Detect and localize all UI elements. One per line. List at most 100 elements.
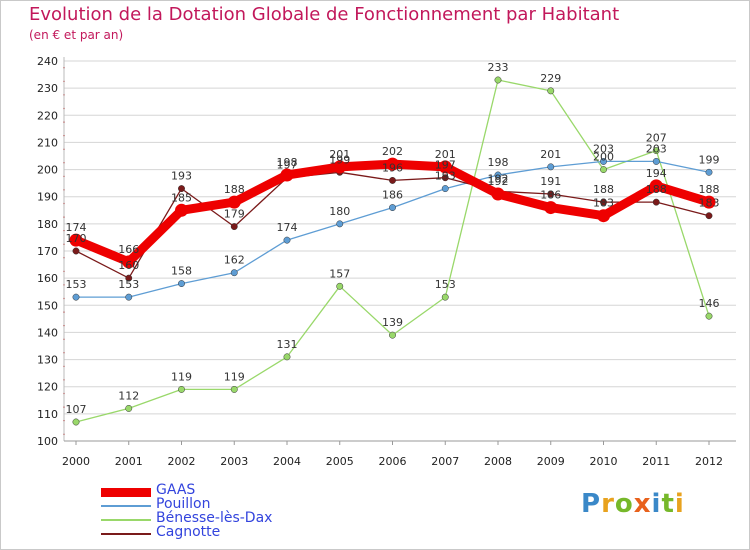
data-label: 188 xyxy=(699,183,720,196)
legend-label: Cagnotte xyxy=(156,524,221,540)
data-label: 119 xyxy=(171,370,192,383)
data-point xyxy=(283,353,291,361)
data-point xyxy=(652,198,660,206)
data-point xyxy=(336,282,344,290)
data-label: 193 xyxy=(171,170,192,183)
data-point-gaas xyxy=(333,160,347,174)
y-tick-label: 120 xyxy=(37,381,58,394)
data-label: 174 xyxy=(66,221,87,234)
x-tick-label: 2000 xyxy=(62,455,90,468)
data-point-gaas xyxy=(544,201,558,215)
data-label: 203 xyxy=(646,142,667,155)
data-point xyxy=(230,223,238,231)
data-label: 158 xyxy=(171,265,192,278)
data-point xyxy=(178,385,185,393)
data-label: 198 xyxy=(277,156,298,169)
x-tick-label: 2007 xyxy=(431,455,459,468)
y-tick-label: 230 xyxy=(37,82,58,95)
legend-label: Pouillon xyxy=(156,496,211,512)
data-point-gaas xyxy=(175,203,188,217)
data-label: 194 xyxy=(646,167,667,180)
data-label: 183 xyxy=(699,197,720,210)
data-point xyxy=(652,147,660,155)
data-label: 162 xyxy=(224,254,245,267)
data-label: 153 xyxy=(66,278,87,291)
data-point xyxy=(600,166,607,174)
legend-label: GAAS xyxy=(156,482,196,498)
x-tick-label: 2012 xyxy=(695,455,723,468)
chart-title: Evolution de la Dotation Globale de Fonc… xyxy=(29,4,620,25)
data-label: 201 xyxy=(329,148,350,161)
y-tick-label: 100 xyxy=(37,435,58,448)
data-label: 153 xyxy=(118,278,139,291)
x-tick-label: 2008 xyxy=(484,455,512,468)
data-point xyxy=(283,236,291,244)
data-label: 179 xyxy=(224,208,245,221)
data-label: 139 xyxy=(382,316,403,329)
data-point-gaas xyxy=(69,233,83,247)
data-label: 186 xyxy=(382,189,403,202)
data-label: 192 xyxy=(488,172,509,185)
data-point-gaas xyxy=(702,195,716,209)
data-label: 188 xyxy=(646,183,667,196)
data-label: 112 xyxy=(118,389,139,402)
logo-letter: o xyxy=(614,489,634,519)
data-label: 191 xyxy=(540,175,561,188)
y-tick-label: 210 xyxy=(37,136,58,149)
y-tick-label: 240 xyxy=(37,55,58,68)
legend-swatch xyxy=(101,487,151,497)
y-tick-label: 150 xyxy=(37,299,58,312)
data-point xyxy=(230,269,238,277)
data-point xyxy=(705,212,713,220)
data-point xyxy=(705,168,713,176)
data-point xyxy=(652,157,660,165)
x-tick-label: 2009 xyxy=(537,455,565,468)
data-label: 188 xyxy=(593,183,614,196)
x-tick-label: 2010 xyxy=(590,455,618,468)
y-tick-label: 140 xyxy=(37,326,58,339)
x-tick-label: 2001 xyxy=(115,455,143,468)
proxiti-logo: Proxiti xyxy=(581,489,685,519)
data-label: 201 xyxy=(540,148,561,161)
data-point xyxy=(72,418,80,426)
y-tick-label: 190 xyxy=(37,191,58,204)
data-point xyxy=(600,198,607,206)
data-point-gaas xyxy=(597,209,610,223)
data-label: 183 xyxy=(593,197,614,210)
logo-letter: P xyxy=(581,489,602,519)
y-tick-label: 110 xyxy=(37,408,58,421)
data-point xyxy=(494,171,502,179)
data-point-gaas xyxy=(438,160,452,174)
data-point xyxy=(441,185,449,193)
data-point xyxy=(125,293,133,301)
data-point xyxy=(125,404,133,412)
data-point xyxy=(125,274,133,282)
data-label: 207 xyxy=(646,132,667,145)
data-label: 170 xyxy=(66,232,87,245)
data-point xyxy=(441,293,449,301)
data-point xyxy=(600,157,607,165)
data-point xyxy=(547,190,555,198)
data-label: 198 xyxy=(488,156,509,169)
data-label: 200 xyxy=(593,151,614,164)
data-label: 203 xyxy=(593,142,614,155)
data-label: 131 xyxy=(277,338,298,351)
data-point xyxy=(336,220,344,228)
logo-letter: t xyxy=(661,489,675,519)
logo-letter: x xyxy=(633,489,652,519)
x-tick-label: 2006 xyxy=(379,455,407,468)
data-label: 185 xyxy=(171,191,192,204)
data-label: 107 xyxy=(66,403,87,416)
x-tick-label: 2011 xyxy=(642,455,670,468)
data-label: 157 xyxy=(329,267,350,280)
x-tick-label: 2005 xyxy=(326,455,354,468)
data-point xyxy=(178,280,185,288)
data-point xyxy=(441,174,449,182)
data-label: 202 xyxy=(382,145,403,158)
legend-swatch xyxy=(101,533,151,535)
y-tick-label: 160 xyxy=(37,272,58,285)
data-label: 199 xyxy=(699,153,720,166)
data-label: 197 xyxy=(435,159,456,172)
data-label: 146 xyxy=(699,297,720,310)
